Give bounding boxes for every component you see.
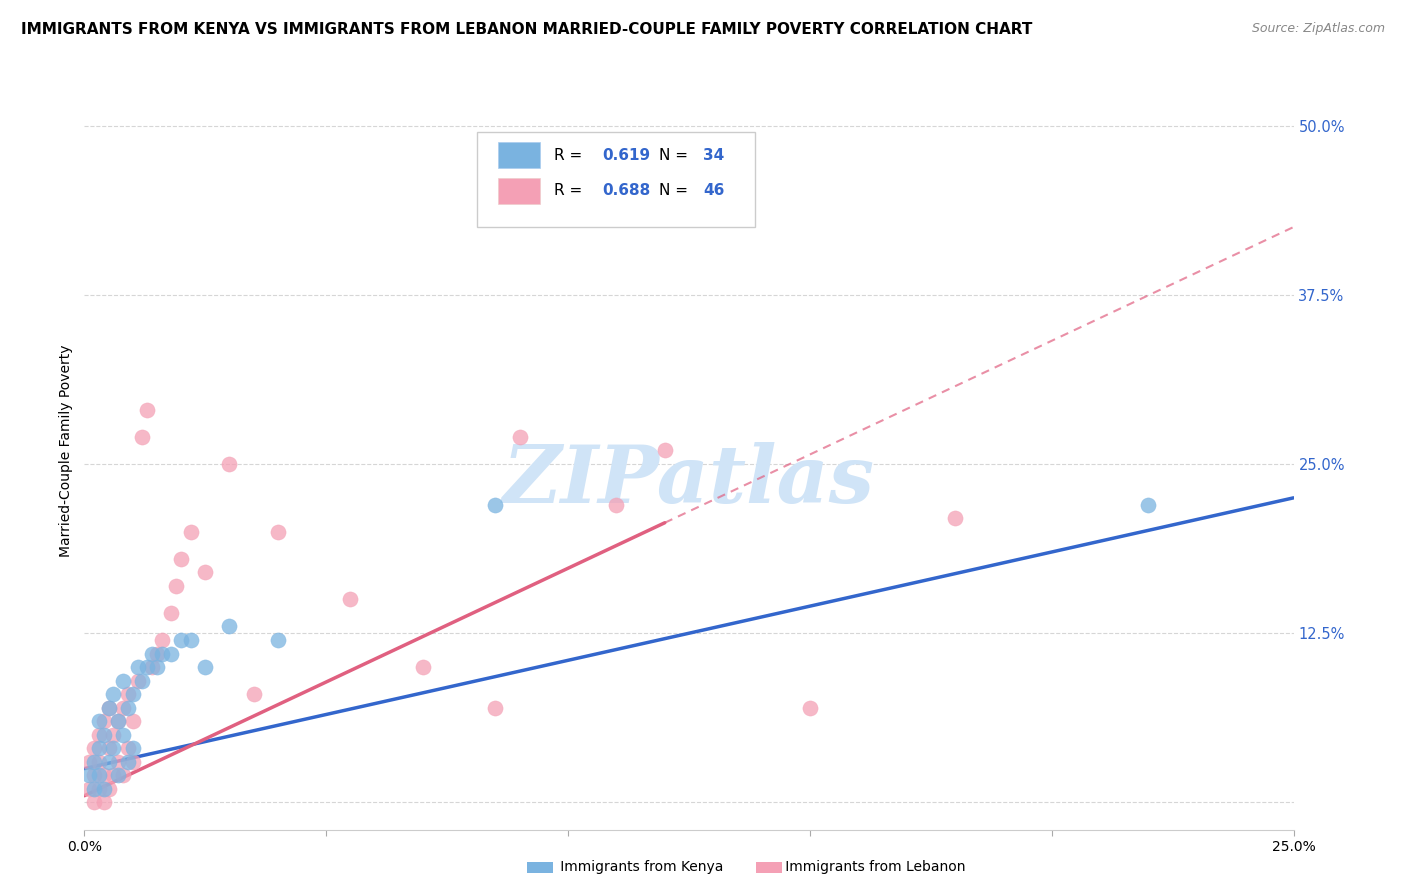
- Point: [165, 579, 187, 593]
- Point: [93, 768, 115, 782]
- Point: [146, 660, 169, 674]
- Point: [131, 430, 153, 444]
- Point: [127, 660, 149, 674]
- Point: [103, 687, 125, 701]
- Text: R =: R =: [554, 148, 586, 162]
- Text: 0.688: 0.688: [602, 183, 650, 198]
- Text: ZIPatlas: ZIPatlas: [503, 442, 875, 519]
- Point: [160, 606, 183, 620]
- Point: [107, 714, 129, 729]
- Bar: [498, 142, 540, 169]
- Point: [509, 430, 531, 444]
- Point: [87, 768, 110, 782]
- Point: [93, 781, 115, 796]
- Point: [180, 633, 202, 648]
- Point: [93, 714, 115, 729]
- Point: [107, 714, 129, 729]
- Point: [107, 768, 129, 782]
- Point: [412, 660, 434, 674]
- Point: [83, 796, 105, 810]
- Point: [97, 741, 120, 756]
- Point: [170, 633, 193, 648]
- Point: [150, 647, 173, 661]
- Text: Source: ZipAtlas.com: Source: ZipAtlas.com: [1251, 22, 1385, 36]
- Y-axis label: Married-Couple Family Poverty: Married-Couple Family Poverty: [59, 344, 73, 557]
- Point: [194, 660, 217, 674]
- Point: [484, 498, 506, 512]
- Point: [87, 714, 110, 729]
- Text: R =: R =: [554, 183, 586, 198]
- Point: [83, 768, 105, 782]
- Text: 46: 46: [703, 183, 725, 198]
- Point: [121, 741, 143, 756]
- Point: [484, 700, 506, 714]
- Point: [146, 647, 169, 661]
- Point: [194, 566, 217, 580]
- Point: [1137, 498, 1160, 512]
- Text: IMMIGRANTS FROM KENYA VS IMMIGRANTS FROM LEBANON MARRIED-COUPLE FAMILY POVERTY C: IMMIGRANTS FROM KENYA VS IMMIGRANTS FROM…: [21, 22, 1032, 37]
- Point: [121, 755, 143, 769]
- Point: [112, 728, 135, 742]
- Point: [77, 755, 100, 769]
- Point: [93, 728, 115, 742]
- Point: [83, 755, 105, 769]
- Text: N =: N =: [659, 148, 693, 162]
- Point: [117, 741, 139, 756]
- Point: [267, 633, 290, 648]
- Text: Immigrants from Kenya: Immigrants from Kenya: [534, 860, 724, 874]
- Point: [87, 755, 110, 769]
- Point: [150, 633, 173, 648]
- Point: [121, 714, 143, 729]
- Point: [83, 741, 105, 756]
- Point: [141, 647, 163, 661]
- Point: [117, 700, 139, 714]
- FancyBboxPatch shape: [478, 132, 755, 227]
- Point: [97, 755, 120, 769]
- Point: [112, 768, 135, 782]
- Bar: [498, 178, 540, 204]
- Point: [180, 524, 202, 539]
- Point: [97, 700, 120, 714]
- Point: [121, 687, 143, 701]
- Text: N =: N =: [659, 183, 693, 198]
- Text: Immigrants from Lebanon: Immigrants from Lebanon: [759, 860, 966, 874]
- Point: [83, 781, 105, 796]
- Point: [103, 741, 125, 756]
- Point: [218, 457, 240, 471]
- Point: [160, 647, 183, 661]
- Text: 0.619: 0.619: [602, 148, 650, 162]
- Point: [218, 619, 240, 633]
- Point: [107, 755, 129, 769]
- Point: [117, 755, 139, 769]
- Point: [127, 673, 149, 688]
- Point: [77, 781, 100, 796]
- Point: [799, 700, 821, 714]
- Point: [103, 728, 125, 742]
- Point: [131, 673, 153, 688]
- Point: [136, 660, 159, 674]
- Point: [112, 700, 135, 714]
- Point: [170, 551, 193, 566]
- Point: [97, 700, 120, 714]
- Point: [112, 673, 135, 688]
- Point: [87, 741, 110, 756]
- Point: [267, 524, 290, 539]
- Point: [141, 660, 163, 674]
- Point: [103, 768, 125, 782]
- Text: 34: 34: [703, 148, 724, 162]
- Point: [339, 592, 361, 607]
- Point: [136, 402, 159, 417]
- Point: [943, 511, 966, 525]
- Point: [117, 687, 139, 701]
- Point: [93, 796, 115, 810]
- Point: [97, 781, 120, 796]
- Point: [242, 687, 264, 701]
- Point: [605, 498, 627, 512]
- Point: [654, 443, 676, 458]
- Point: [87, 781, 110, 796]
- Point: [77, 768, 100, 782]
- Point: [87, 728, 110, 742]
